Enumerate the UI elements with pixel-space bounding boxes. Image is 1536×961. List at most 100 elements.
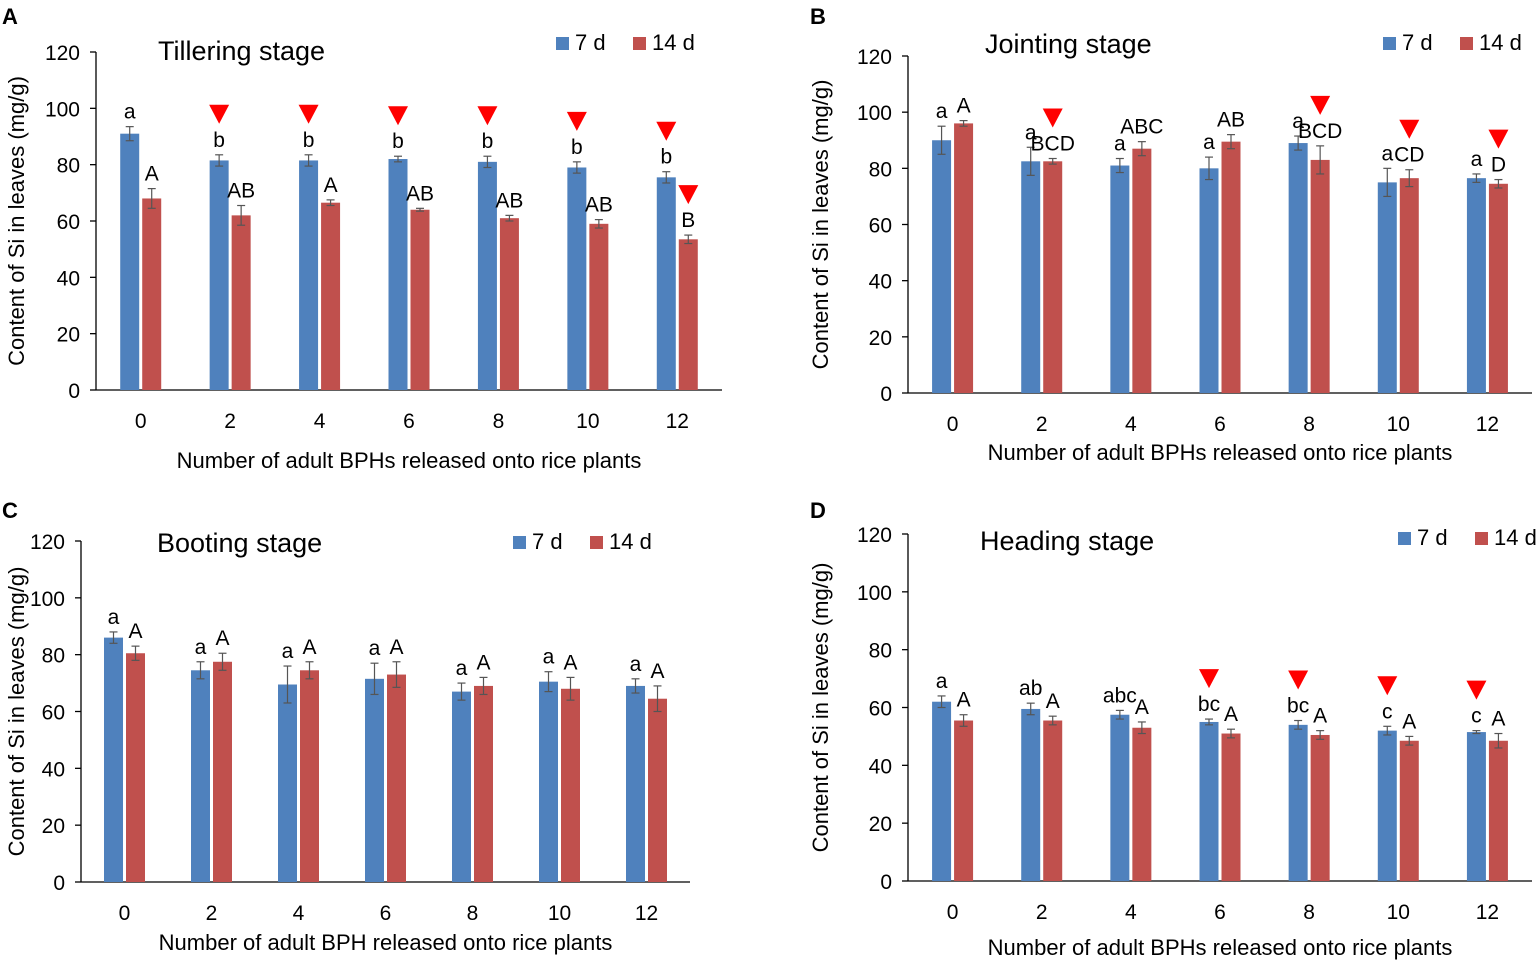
y-tick-label: 0 — [880, 383, 892, 406]
significance-label-14d: A — [324, 174, 338, 197]
bar-14d — [410, 209, 430, 390]
significance-label-14d: A — [1313, 705, 1327, 728]
y-tick-label: 80 — [869, 158, 892, 181]
x-axis-title: Number of adult BPHs released onto rice … — [177, 448, 642, 473]
bar-7d — [1466, 178, 1486, 393]
bar-14d — [1043, 161, 1063, 393]
bar-14d — [499, 218, 519, 390]
bar-14d — [474, 685, 493, 882]
significant-decrease-marker — [1310, 95, 1331, 115]
x-tick-label: 8 — [467, 902, 479, 925]
significance-label-14d: A — [957, 95, 971, 118]
x-tick-label: 2 — [224, 410, 236, 433]
x-tick-label: 6 — [380, 902, 392, 925]
significant-decrease-marker — [1377, 676, 1398, 696]
significance-label-14d: BCD — [1031, 133, 1075, 156]
bar-7d — [567, 167, 587, 390]
bar-14d — [1132, 148, 1152, 393]
significance-label-7d: b — [303, 129, 315, 152]
significance-label-14d: A — [215, 627, 229, 650]
x-tick-label: 12 — [635, 902, 658, 925]
x-tick-label: 2 — [1036, 901, 1048, 924]
significant-decrease-marker — [1488, 129, 1509, 149]
bar-14d — [1132, 727, 1152, 881]
significance-label-7d: a — [369, 637, 381, 660]
bar-7d — [1199, 721, 1219, 881]
bar-14d — [126, 653, 145, 882]
bar-14d — [1310, 734, 1330, 881]
x-tick-label: 4 — [1125, 413, 1137, 436]
significance-label-7d: a — [1292, 110, 1304, 133]
x-axis-title: Number of adult BPHs released onto rice … — [988, 440, 1453, 465]
significance-label-7d: abc — [1103, 684, 1137, 707]
bar-14d — [1221, 733, 1241, 881]
y-tick-label: 0 — [53, 872, 65, 895]
x-tick-label: 6 — [1214, 901, 1226, 924]
bar-14d — [954, 123, 974, 394]
y-tick-label: 80 — [869, 640, 892, 663]
y-axis-title: Content of Si in leaves (mg/g) — [4, 567, 29, 857]
significant-decrease-marker — [388, 106, 408, 126]
significance-label-7d: a — [1471, 148, 1483, 171]
legend-label-14d: 14 d — [1494, 525, 1536, 550]
y-tick-label: 20 — [869, 327, 892, 350]
y-tick-label: 120 — [30, 531, 65, 554]
significant-decrease-marker — [678, 185, 699, 205]
significant-decrease-marker — [1399, 119, 1420, 139]
x-tick-label: 10 — [548, 902, 571, 925]
bar-7d — [626, 685, 645, 882]
y-tick-label: 0 — [880, 871, 892, 894]
bar-7d — [452, 691, 471, 882]
significance-label-7d: bc — [1198, 693, 1220, 716]
significance-label-14d: A — [1135, 696, 1149, 719]
bar-7d — [1466, 732, 1486, 881]
bar-14d — [1399, 178, 1419, 393]
bar-7d — [932, 140, 952, 393]
significance-label-14d: AB — [227, 180, 255, 203]
significance-label-14d: A — [1224, 703, 1238, 726]
y-tick-label: 60 — [42, 702, 65, 725]
y-tick-label: 100 — [30, 588, 65, 611]
y-tick-label: 40 — [869, 271, 892, 294]
y-tick-label: 20 — [57, 324, 80, 347]
significant-decrease-marker — [1466, 680, 1487, 700]
bar-14d — [648, 698, 667, 882]
significance-label-14d: CD — [1394, 144, 1424, 167]
chart-title: Tillering stage — [158, 36, 325, 66]
significance-label-7d: b — [660, 146, 672, 169]
significance-label-7d: a — [124, 101, 136, 124]
bar-7d — [656, 177, 676, 390]
significance-label-14d: AB — [1217, 109, 1245, 132]
legend-label-7d: 7 d — [1402, 30, 1433, 55]
bar-7d — [1021, 708, 1041, 881]
bar-14d — [1221, 141, 1241, 393]
y-tick-label: 0 — [68, 380, 80, 403]
x-tick-label: 2 — [1036, 413, 1048, 436]
legend-label-7d: 7 d — [575, 30, 606, 55]
y-tick-label: 60 — [869, 215, 892, 238]
y-tick-label: 80 — [57, 155, 80, 178]
legend-label-14d: 14 d — [1479, 30, 1522, 55]
bar-14d — [678, 239, 698, 390]
y-tick-label: 60 — [57, 211, 80, 234]
significant-decrease-marker — [209, 104, 230, 124]
y-tick-label: 120 — [45, 42, 80, 65]
legend-label-7d: 7 d — [1417, 525, 1448, 550]
chart-title: Booting stage — [157, 528, 322, 558]
panel-letter: A — [2, 4, 18, 29]
significance-label-14d: A — [957, 689, 971, 712]
bar-7d — [299, 160, 319, 390]
y-axis-title: Content of Si in leaves (mg/g) — [808, 80, 833, 370]
x-tick-label: 12 — [666, 410, 689, 433]
x-tick-label: 6 — [403, 410, 415, 433]
y-tick-label: 20 — [42, 815, 65, 838]
bar-7d — [104, 637, 123, 882]
legend-swatch-14d — [1460, 37, 1473, 50]
significance-label-14d: A — [389, 636, 403, 659]
bar-7d — [1110, 165, 1130, 393]
chart-title: Jointing stage — [985, 29, 1152, 59]
x-tick-label: 0 — [119, 902, 131, 925]
y-tick-label: 100 — [857, 582, 892, 605]
